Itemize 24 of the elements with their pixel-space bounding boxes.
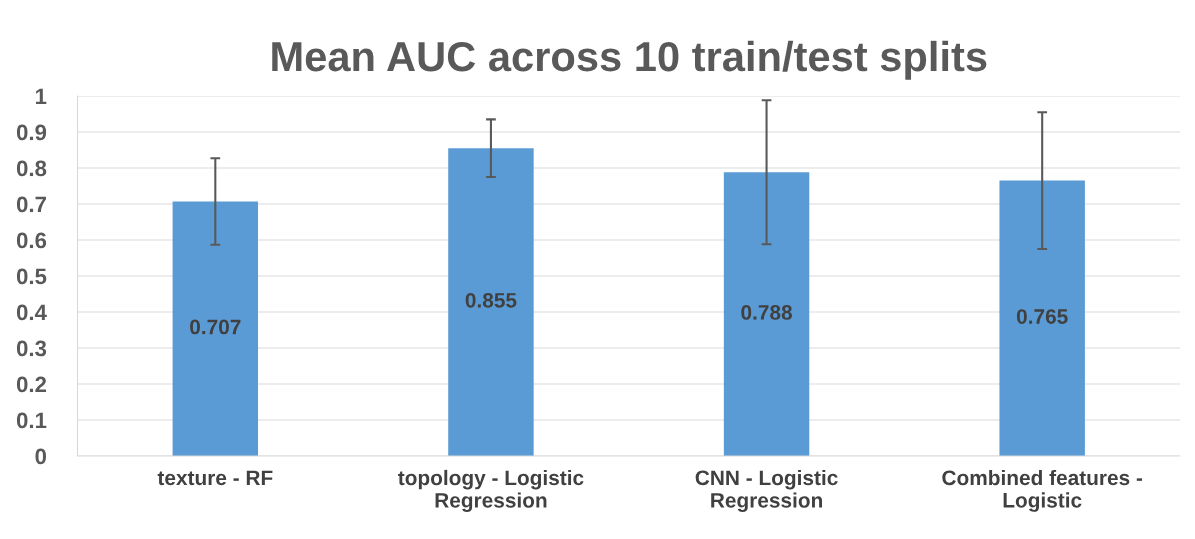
y-tick-label: 0.7 [16, 196, 46, 213]
y-tick-label: 0.2 [16, 376, 47, 393]
bar [172, 201, 259, 456]
bar [723, 172, 810, 456]
y-tick-label: 0.3 [16, 340, 47, 357]
y-tick-label: 0.1 [16, 412, 47, 429]
data-label: 0.707 [190, 319, 241, 335]
data-label: 0.788 [741, 305, 792, 320]
x-tick-label: Combined features - Logistic [942, 469, 1143, 512]
bar [999, 180, 1085, 456]
x-tick-label: CNN - Logistic Regression [695, 469, 838, 512]
y-tick-label: 0 [35, 448, 47, 465]
data-label: 0.855 [465, 292, 517, 308]
x-tick-label: topology - Logistic Regression [398, 469, 584, 512]
y-tick-label: 1 [35, 88, 47, 105]
data-label: 0.765 [1016, 309, 1068, 324]
y-tick-label: 0.9 [16, 124, 47, 141]
bar [448, 148, 534, 456]
y-tick-label: 0.8 [16, 160, 47, 177]
y-tick-label: 0.5 [16, 268, 47, 285]
y-tick-label: 0.6 [16, 232, 47, 249]
x-tick-label: texture - RF [157, 470, 273, 486]
chart-title: Mean AUC across 10 train/test splits [272, 40, 987, 80]
y-tick-label: 0.4 [16, 304, 47, 321]
